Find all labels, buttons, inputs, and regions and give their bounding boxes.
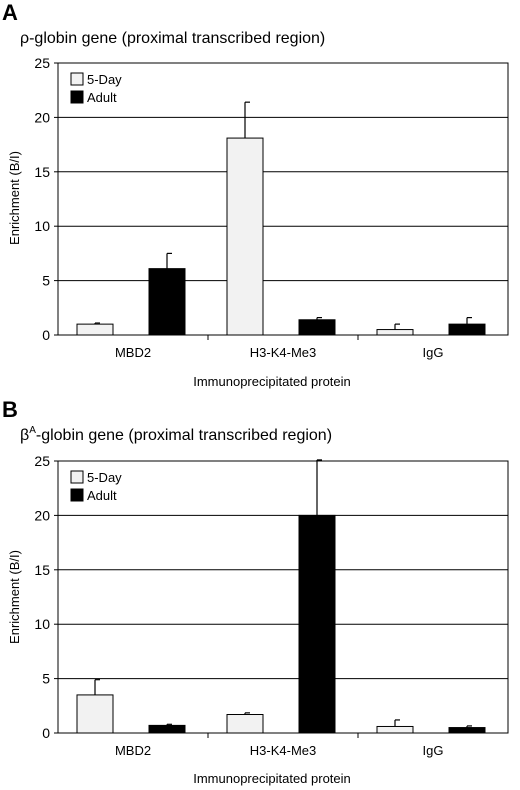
chart-title: ρ-globin gene (proximal transcribed regi… [20, 30, 325, 47]
bar-adult [298, 514, 336, 734]
bar-five-day [226, 137, 264, 336]
x-axis-label: Immunoprecipitated protein [193, 771, 351, 786]
panel-b: B βA-globin gene (proximal transcribed r… [2, 397, 509, 786]
legend-label-five-day: 5-Day [87, 470, 122, 485]
legend-swatch-adult [70, 90, 84, 104]
y-tick-label: 15 [34, 562, 50, 578]
y-axis-label: Enrichment (B/I) [7, 550, 22, 644]
y-tick-label: 20 [34, 109, 50, 125]
legend: 5-Day Adult [65, 466, 149, 510]
plot-area: 0 5 10 15 20 25 MBD2 H3-K4-Me3 IgG 5-Day Adult [34, 453, 509, 758]
bar-five-day [76, 694, 114, 734]
bar-adult [448, 323, 486, 336]
y-tick-label: 0 [42, 327, 50, 343]
x-tick-label: H3-K4-Me3 [250, 743, 316, 758]
x-tick-label: H3-K4-Me3 [250, 345, 316, 360]
bar-five-day [76, 323, 114, 336]
y-tick-label: 10 [34, 218, 50, 234]
legend-label-adult: Adult [87, 90, 117, 105]
x-axis-label: Immunoprecipitated protein [193, 374, 351, 389]
bar-adult [148, 724, 186, 734]
y-tick-label: 25 [34, 55, 50, 71]
y-tick-label: 25 [34, 453, 50, 469]
legend-label-five-day: 5-Day [87, 72, 122, 87]
x-tick-label: IgG [423, 345, 444, 360]
y-tick-label: 10 [34, 616, 50, 632]
panel-a: A ρ-globin gene (proximal transcribed re… [2, 0, 509, 389]
chart-title: βA-globin gene (proximal transcribed reg… [20, 425, 332, 444]
y-tick-label: 0 [42, 725, 50, 741]
legend: 5-Day Adult [65, 68, 149, 112]
chart-title-superscript: A [29, 425, 36, 436]
plot-area: 0 5 10 15 20 25 MBD2 H3-K4-Me3 IgG 5-Day Adult [34, 55, 509, 360]
y-tick-label: 5 [42, 671, 50, 687]
y-tick-label: 5 [42, 273, 50, 289]
bar-adult [298, 319, 336, 336]
y-axis-label: Enrichment (B/I) [7, 151, 22, 245]
legend-swatch-five-day [70, 72, 84, 86]
panel-letter: A [2, 0, 18, 25]
chart-title-suffix: -globin gene (proximal transcribed regio… [36, 427, 332, 444]
bar-adult [148, 268, 186, 336]
x-tick-label: MBD2 [115, 743, 151, 758]
legend-swatch-adult [70, 488, 84, 502]
bar-adult [448, 727, 486, 734]
x-tick-label: IgG [423, 743, 444, 758]
panel-letter: B [2, 397, 18, 422]
legend-swatch-five-day [70, 470, 84, 484]
bar-five-day [226, 714, 264, 734]
chart-title-prefix: β [20, 427, 29, 444]
legend-label-adult: Adult [87, 488, 117, 503]
x-tick-label: MBD2 [115, 345, 151, 360]
y-tick-label: 20 [34, 507, 50, 523]
chart-title-text: ρ-globin gene (proximal transcribed regi… [20, 30, 325, 47]
bar-five-day [376, 329, 414, 336]
y-tick-label: 15 [34, 164, 50, 180]
bar-five-day [376, 725, 414, 734]
